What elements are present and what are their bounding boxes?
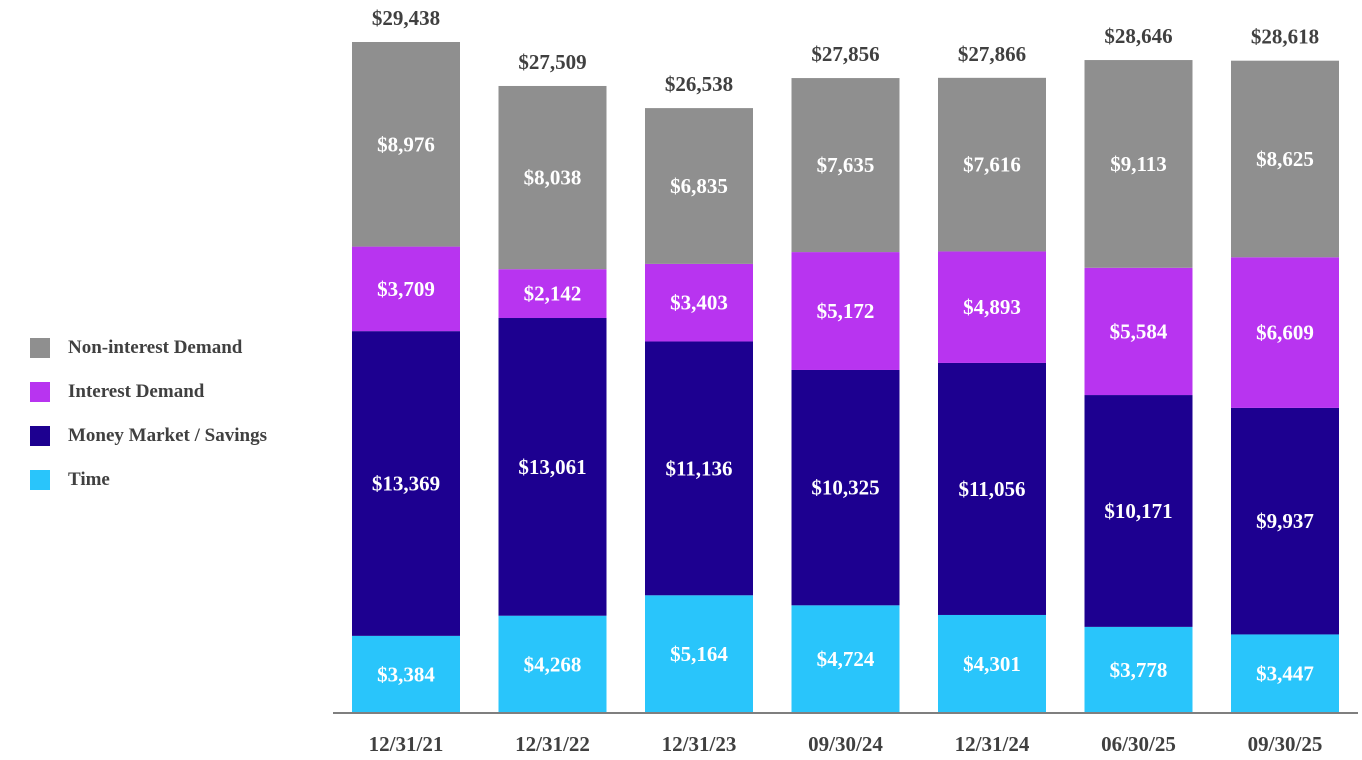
bar-segment-money-market-savings <box>352 331 460 636</box>
legend-swatch <box>30 382 50 402</box>
bar-segment-non-interest-demand <box>498 85 607 270</box>
bar-segment-interest-demand <box>791 252 900 370</box>
bar-segment-non-interest-demand <box>791 78 900 253</box>
data-label-time: $3,778 <box>1110 658 1168 682</box>
legend-label: Money Market / Savings <box>68 425 267 446</box>
bar-total-label: $26,538 <box>665 72 733 96</box>
data-label-interest-demand: $4,893 <box>963 295 1021 319</box>
legend-item-non-interest-demand: Non-interest Demand <box>30 326 267 370</box>
bar-segment-money-market-savings <box>1231 407 1339 635</box>
bar-total-label: $29,438 <box>372 6 440 30</box>
legend-item-interest-demand: Interest Demand <box>30 370 267 414</box>
legend-item-time: Time <box>30 458 267 502</box>
legend-item-money-market-savings: Money Market / Savings <box>30 414 267 458</box>
data-label-money-market-savings: $9,937 <box>1256 509 1314 533</box>
data-label-non-interest-demand: $6,835 <box>670 174 728 198</box>
x-tick-label: 12/31/24 <box>955 732 1030 756</box>
bar-segment-interest-demand <box>1231 257 1339 408</box>
data-label-money-market-savings: $11,056 <box>958 477 1025 501</box>
data-label-time: $3,447 <box>1256 662 1314 686</box>
data-label-money-market-savings: $11,136 <box>665 456 732 480</box>
bar-segment-non-interest-demand <box>1084 60 1193 268</box>
x-tick-label: 09/30/24 <box>808 732 883 756</box>
x-tick-label: 09/30/25 <box>1248 732 1323 756</box>
bar-segment-non-interest-demand <box>352 42 460 247</box>
bar-segment-non-interest-demand <box>938 77 1046 252</box>
bar-segment-money-market-savings <box>791 369 900 606</box>
bar-total-label: $27,856 <box>811 42 879 66</box>
bar-total-label: $28,618 <box>1251 25 1319 49</box>
legend-swatch <box>30 338 50 358</box>
data-label-non-interest-demand: $8,625 <box>1256 147 1314 171</box>
x-tick-label: 12/31/21 <box>369 732 444 756</box>
data-label-interest-demand: $3,403 <box>670 291 728 315</box>
data-label-non-interest-demand: $7,616 <box>963 153 1021 177</box>
bar-segment-time <box>938 614 1046 713</box>
bar-segment-time <box>352 635 460 713</box>
data-label-money-market-savings: $13,369 <box>372 472 440 496</box>
bar-segment-money-market-savings <box>645 341 753 596</box>
chart-legend: Non-interest Demand Interest Demand Money … <box>30 326 267 502</box>
bar-segment-interest-demand <box>1084 267 1193 396</box>
bar-segment-non-interest-demand <box>645 108 753 264</box>
bar-segment-time <box>1084 626 1193 713</box>
bar-segment-time <box>1231 634 1339 713</box>
legend-label: Time <box>68 469 110 490</box>
bar-total-label: $27,509 <box>518 50 586 74</box>
bar-segment-money-market-savings <box>1084 395 1193 627</box>
bar-segment-interest-demand <box>352 246 460 332</box>
bar-segment-money-market-savings <box>498 318 607 616</box>
labels-layer: $3,384 $13,369 $3,709 $8,976 $29,438 12/31/21… <box>369 6 1323 756</box>
data-label-interest-demand: $2,142 <box>524 282 582 306</box>
data-label-non-interest-demand: $8,038 <box>524 166 582 190</box>
bar-segment-non-interest-demand <box>1231 60 1339 258</box>
legend-swatch <box>30 470 50 490</box>
data-label-interest-demand: $3,709 <box>377 277 435 301</box>
data-label-non-interest-demand: $7,635 <box>817 153 875 177</box>
x-tick-label: 06/30/25 <box>1101 732 1176 756</box>
data-label-interest-demand: $5,584 <box>1110 319 1168 343</box>
legend-label: Non-interest Demand <box>68 337 243 358</box>
legend-swatch <box>30 426 50 446</box>
bar-total-label: $28,646 <box>1104 24 1172 48</box>
data-label-time: $5,164 <box>670 642 728 666</box>
data-label-money-market-savings: $10,325 <box>811 476 879 500</box>
data-label-interest-demand: $5,172 <box>817 299 875 323</box>
data-label-time: $3,384 <box>377 662 435 686</box>
legend-label: Interest Demand <box>68 381 205 402</box>
data-label-time: $4,301 <box>963 652 1021 676</box>
data-label-money-market-savings: $13,061 <box>518 455 586 479</box>
bar-segment-interest-demand <box>938 251 1046 363</box>
data-label-time: $4,724 <box>817 647 875 671</box>
bars-layer <box>352 42 1339 713</box>
x-tick-label: 12/31/22 <box>515 732 590 756</box>
bar-segment-interest-demand <box>498 269 607 319</box>
data-label-time: $4,268 <box>524 652 582 676</box>
bar-segment-time <box>791 605 900 713</box>
bar-segment-money-market-savings <box>938 362 1046 615</box>
data-label-non-interest-demand: $8,976 <box>377 132 435 156</box>
bar-segment-interest-demand <box>645 263 753 342</box>
data-label-money-market-savings: $10,171 <box>1104 499 1172 523</box>
x-tick-label: 12/31/23 <box>662 732 737 756</box>
bar-segment-time <box>645 595 753 713</box>
data-label-non-interest-demand: $9,113 <box>1110 152 1167 176</box>
bar-total-label: $27,866 <box>958 42 1026 66</box>
bar-segment-time <box>498 615 607 713</box>
data-label-interest-demand: $6,609 <box>1256 321 1314 345</box>
